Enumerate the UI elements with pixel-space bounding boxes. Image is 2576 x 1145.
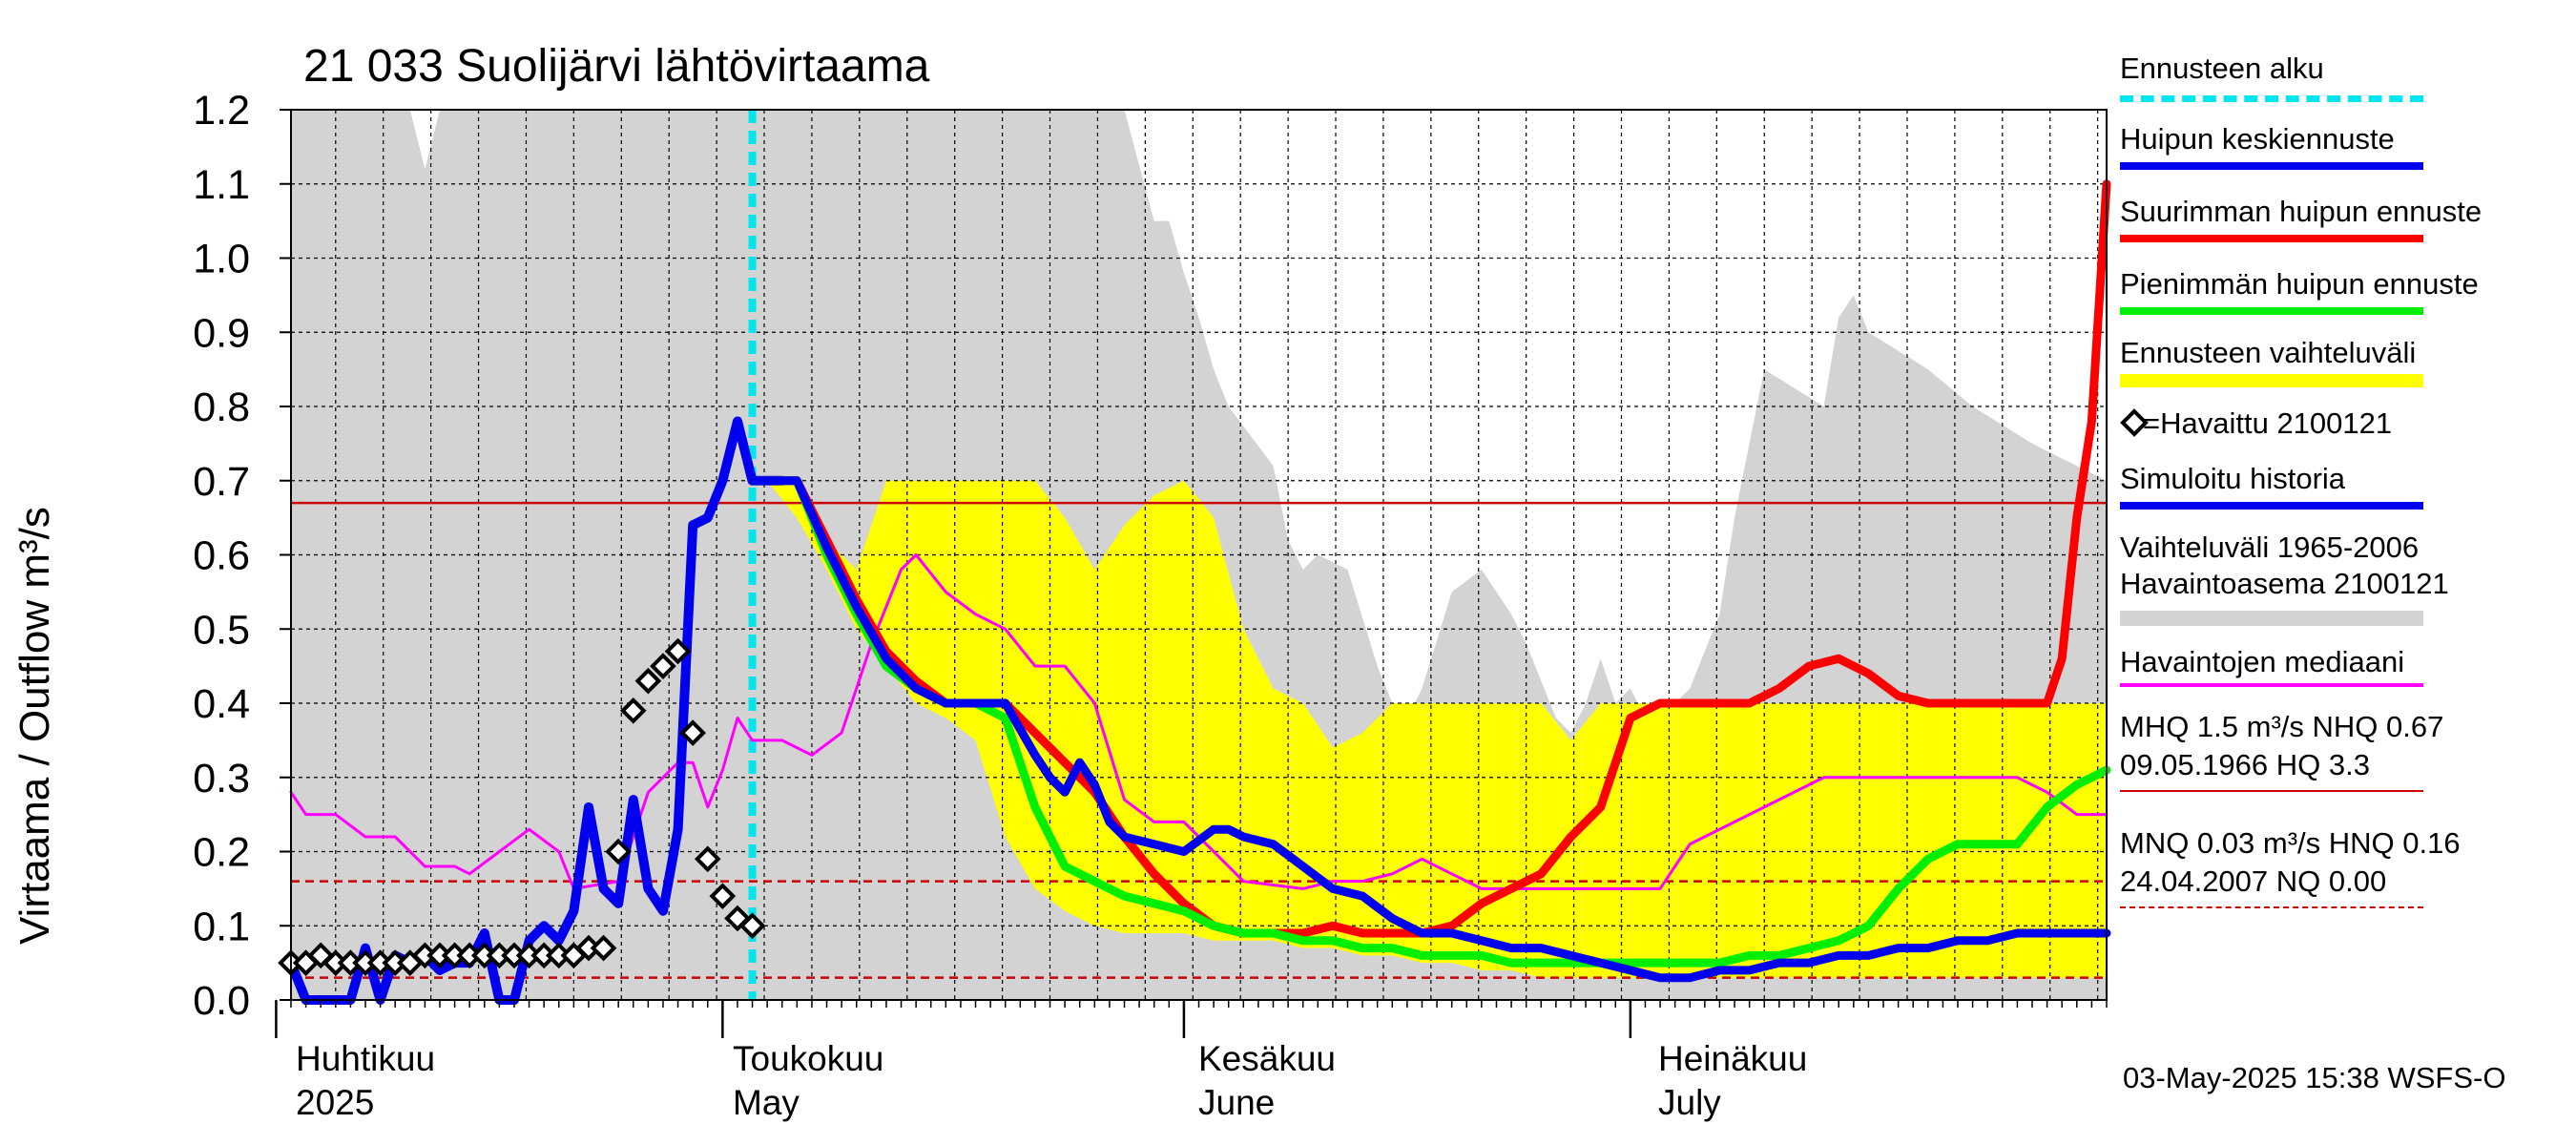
legend-simulated-swatch	[2120, 502, 2423, 510]
month-label-en: June	[1198, 1083, 1276, 1122]
month-label-en: 2025	[296, 1083, 375, 1122]
month-label-fi: Kesäkuu	[1198, 1039, 1336, 1078]
month-label-en: July	[1658, 1083, 1721, 1122]
legend-median-label: Havaintojen mediaani	[2120, 645, 2405, 678]
y-tick-label: 1.1	[193, 162, 250, 208]
y-tick-label: 0.7	[193, 459, 250, 505]
series-simuloitu-historia	[286, 416, 787, 1005]
observed-point	[679, 719, 706, 746]
month-label-june: Kesäkuu June	[1198, 1037, 1336, 1125]
legend-simulated-label: Simuloitu historia	[2120, 462, 2346, 495]
y-tick-label: 0.6	[193, 533, 250, 579]
month-label-may: Toukokuu May	[733, 1037, 883, 1125]
observed-point	[664, 637, 692, 665]
series-havaintojen-mediaani	[289, 553, 2109, 890]
observed-point	[634, 667, 662, 695]
legend-range-line2: Havaintoasema 2100121	[2120, 567, 2449, 600]
legend-max-peak-label: Suurimman huipun ennuste	[2120, 195, 2483, 228]
legend-range-swatch	[2120, 611, 2423, 626]
observed-point	[650, 653, 676, 679]
observed-point	[738, 912, 766, 940]
month-label-fi: Huhtikuu	[296, 1039, 436, 1078]
observed-point	[709, 883, 737, 909]
legend-mean-peak-swatch	[2120, 162, 2423, 170]
y-tick-label: 0.2	[193, 830, 250, 876]
legend-mhq-line2: 09.05.1966 HQ 3.3	[2120, 748, 2370, 781]
legend-observed-label: =Havaittu 2100121	[2143, 406, 2393, 440]
legend-mean-peak-label: Huipun keskiennuste	[2120, 122, 2395, 156]
observed-point	[605, 838, 632, 865]
month-label-en: May	[733, 1083, 800, 1122]
legend-median-swatch	[2120, 683, 2423, 687]
forecast-range-band	[752, 480, 2107, 978]
legend-forecast-range-swatch	[2120, 374, 2423, 387]
month-label-fi: Heinäkuu	[1658, 1039, 1808, 1078]
month-label-july: Heinäkuu July	[1658, 1037, 1807, 1125]
y-tick-label: 0.4	[193, 681, 250, 727]
month-label-fi: Toukokuu	[733, 1039, 884, 1078]
series-pienimm-n-huipun-ennuste	[748, 476, 2111, 968]
series-huipun-keskiennuste	[748, 476, 2111, 983]
y-tick-label: 0.5	[193, 607, 250, 653]
legend-min-peak-swatch	[2120, 307, 2423, 315]
footer-timestamp: 03-May-2025 15:38 WSFS-O	[2123, 1061, 2506, 1094]
observed-point	[694, 845, 721, 873]
legend-max-peak-swatch	[2120, 235, 2423, 242]
y-tick-label: 1.2	[193, 88, 250, 134]
y-tick-label: 0.0	[193, 978, 250, 1024]
legend-mnq-line2: 24.04.2007 NQ 0.00	[2120, 864, 2387, 898]
legend-mnq-line1: MNQ 0.03 m³/s HNQ 0.16	[2120, 826, 2461, 860]
legend-mhq-line1: MHQ 1.5 m³/s NHQ 0.67	[2120, 710, 2444, 743]
legend-range-line1: Vaihteluväli 1965-2006	[2120, 531, 2420, 564]
y-axis-label: Virtaama / Outflow m³/s	[11, 507, 58, 945]
month-label-april: Huhtikuu 2025	[296, 1037, 435, 1125]
y-tick-label: 0.8	[193, 385, 250, 430]
chart-title: 21 033 Suolijärvi lähtövirtaama	[303, 41, 930, 92]
legend-forecast-range-label: Ennusteen vaihteluväli	[2120, 336, 2417, 369]
legend-forecast-start-swatch	[2120, 95, 2423, 102]
legend-hnq-swatch	[2120, 906, 2423, 908]
legend-min-peak-label: Pienimmän huipun ennuste	[2120, 267, 2479, 301]
y-tick-label: 1.0	[193, 237, 250, 282]
y-tick-label: 0.9	[193, 310, 250, 356]
observed-point	[590, 934, 617, 962]
observed-point	[619, 697, 647, 724]
y-tick-label: 0.3	[193, 756, 250, 802]
observed-marker-icon	[2120, 408, 2149, 437]
legend-forecast-start-label: Ennusteen alku	[2120, 52, 2324, 85]
y-tick-label: 0.1	[193, 904, 250, 949]
legend-nhq-swatch	[2120, 790, 2423, 792]
